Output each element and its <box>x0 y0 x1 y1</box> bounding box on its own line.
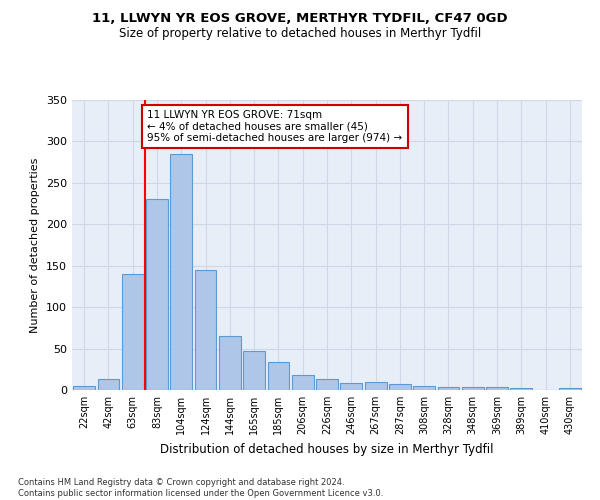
Bar <box>122 274 143 390</box>
Bar <box>340 384 362 390</box>
Bar <box>365 382 386 390</box>
Bar <box>73 386 95 390</box>
Bar <box>413 386 435 390</box>
Bar <box>462 386 484 390</box>
Bar <box>170 154 192 390</box>
Bar <box>316 379 338 390</box>
Bar <box>97 379 119 390</box>
Y-axis label: Number of detached properties: Number of detached properties <box>31 158 40 332</box>
Bar <box>219 336 241 390</box>
X-axis label: Distribution of detached houses by size in Merthyr Tydfil: Distribution of detached houses by size … <box>160 442 494 456</box>
Bar <box>511 388 532 390</box>
Bar <box>194 270 217 390</box>
Bar <box>268 362 289 390</box>
Text: Contains HM Land Registry data © Crown copyright and database right 2024.
Contai: Contains HM Land Registry data © Crown c… <box>18 478 383 498</box>
Text: Size of property relative to detached houses in Merthyr Tydfil: Size of property relative to detached ho… <box>119 28 481 40</box>
Bar <box>389 384 411 390</box>
Bar <box>559 388 581 390</box>
Bar <box>292 375 314 390</box>
Bar <box>243 351 265 390</box>
Bar <box>146 200 168 390</box>
Text: 11 LLWYN YR EOS GROVE: 71sqm
← 4% of detached houses are smaller (45)
95% of sem: 11 LLWYN YR EOS GROVE: 71sqm ← 4% of det… <box>147 110 403 143</box>
Bar <box>437 386 460 390</box>
Bar <box>486 386 508 390</box>
Text: 11, LLWYN YR EOS GROVE, MERTHYR TYDFIL, CF47 0GD: 11, LLWYN YR EOS GROVE, MERTHYR TYDFIL, … <box>92 12 508 26</box>
